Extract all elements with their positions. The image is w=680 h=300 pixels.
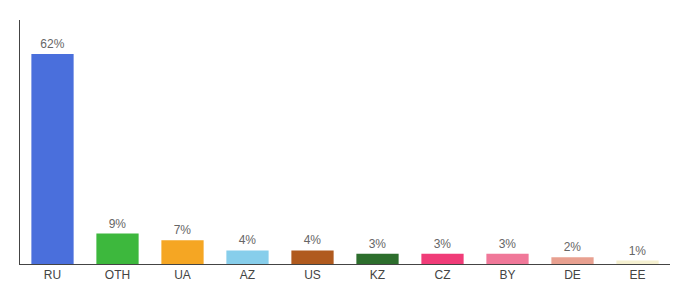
- svg-text:EE: EE: [629, 268, 645, 282]
- svg-text:OTH: OTH: [105, 268, 130, 282]
- svg-text:9%: 9%: [109, 217, 127, 231]
- svg-text:AZ: AZ: [240, 268, 255, 282]
- svg-text:UA: UA: [174, 268, 191, 282]
- svg-text:3%: 3%: [434, 237, 452, 251]
- svg-text:62%: 62%: [40, 37, 64, 51]
- svg-text:DE: DE: [564, 268, 581, 282]
- svg-text:4%: 4%: [304, 233, 322, 247]
- svg-text:US: US: [304, 268, 321, 282]
- svg-text:2%: 2%: [564, 240, 582, 254]
- svg-text:CZ: CZ: [435, 268, 451, 282]
- svg-text:1%: 1%: [629, 244, 647, 258]
- svg-text:7%: 7%: [174, 223, 192, 237]
- svg-text:RU: RU: [44, 268, 61, 282]
- svg-text:4%: 4%: [239, 233, 257, 247]
- svg-text:3%: 3%: [499, 237, 517, 251]
- svg-text:3%: 3%: [369, 237, 387, 251]
- svg-text:BY: BY: [499, 268, 515, 282]
- svg-text:KZ: KZ: [370, 268, 385, 282]
